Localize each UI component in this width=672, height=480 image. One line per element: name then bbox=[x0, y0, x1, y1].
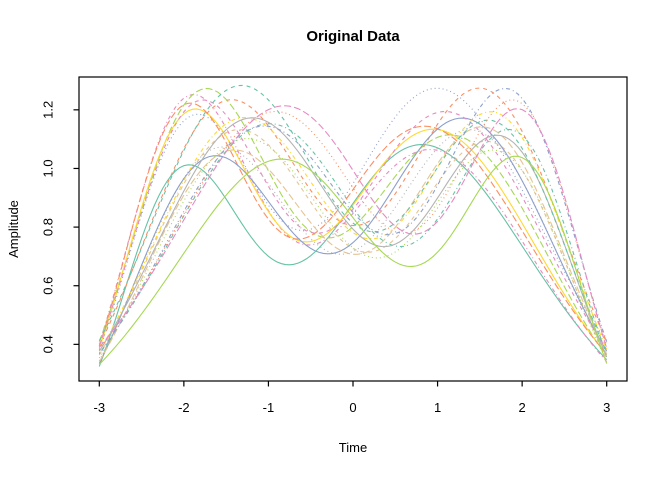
series-curve-01 bbox=[98, 143, 608, 367]
series-curve-18 bbox=[98, 99, 608, 350]
y-tick-label: 0.4 bbox=[40, 335, 55, 353]
series-curve-16 bbox=[98, 117, 608, 358]
y-tick-label: 0.8 bbox=[40, 218, 55, 236]
series-curve-19 bbox=[98, 87, 608, 355]
x-tick-label: -3 bbox=[94, 400, 106, 415]
x-tick-label: -2 bbox=[178, 400, 190, 415]
chart-title: Original Data bbox=[306, 28, 400, 45]
series-curve-21 bbox=[98, 155, 608, 365]
series-curve-05 bbox=[98, 88, 608, 358]
series-curve-11 bbox=[98, 117, 608, 364]
y-tick-label: 1.0 bbox=[40, 159, 55, 177]
series-curve-09 bbox=[98, 123, 608, 356]
x-tick-label: 2 bbox=[519, 400, 526, 415]
series-curve-17 bbox=[98, 84, 608, 353]
x-tick-label: 0 bbox=[349, 400, 356, 415]
x-tick-label: 3 bbox=[603, 400, 610, 415]
series-curve-06 bbox=[98, 108, 608, 356]
series-curve-20 bbox=[98, 105, 608, 349]
x-axis-title: Time bbox=[338, 440, 368, 455]
series-curve-02 bbox=[98, 87, 608, 346]
y-axis-title: Amplitude bbox=[6, 200, 21, 258]
series-curve-07 bbox=[98, 129, 608, 360]
y-tick-label: 1.2 bbox=[40, 101, 55, 119]
x-tick-label: 1 bbox=[434, 400, 441, 415]
series-curve-10 bbox=[98, 102, 608, 355]
series-curve-15 bbox=[98, 126, 608, 362]
series-curve-04 bbox=[98, 94, 608, 363]
x-tick-label: -1 bbox=[263, 400, 275, 415]
y-tick-label: 0.6 bbox=[40, 277, 55, 295]
series-curve-12 bbox=[98, 99, 608, 350]
series-curve-13 bbox=[98, 137, 608, 362]
series-curve-03 bbox=[98, 87, 608, 351]
